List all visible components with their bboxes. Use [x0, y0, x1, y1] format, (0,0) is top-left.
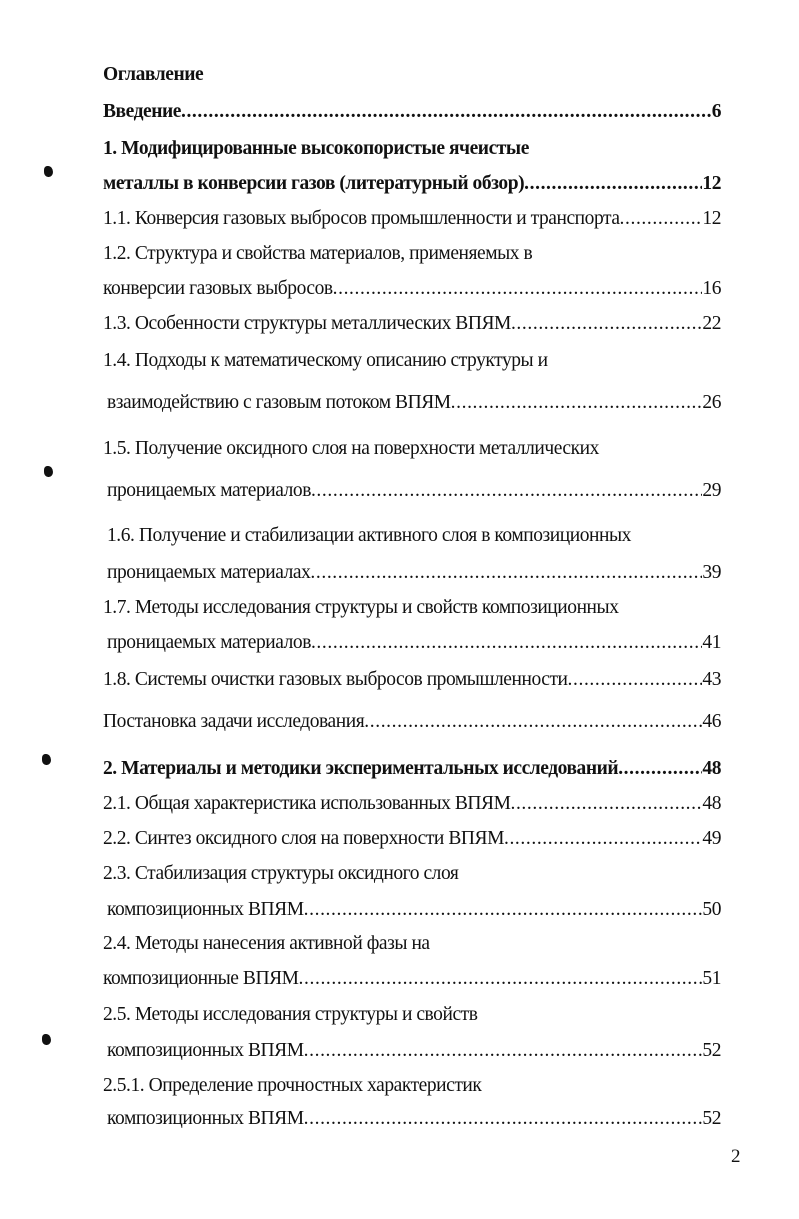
toc-entry: 1.4. Подходы к математическому описанию …	[103, 350, 721, 374]
toc-entry: 1.1. Конверсия газовых выбросов промышле…	[103, 208, 721, 232]
toc-entry-page: 41	[702, 632, 721, 653]
scan-mark	[42, 754, 51, 765]
dot-leader	[510, 793, 702, 815]
toc-entry-page: 46	[702, 711, 721, 732]
toc-entry: конверсии газовых выбросов 16	[103, 278, 721, 302]
scan-mark	[44, 466, 53, 477]
dot-leader	[504, 828, 702, 850]
toc-title-text: Оглавление	[103, 64, 204, 85]
toc-entry-text: композиционных ВПЯМ	[107, 1040, 304, 1061]
dot-leader	[511, 313, 702, 335]
toc-entry-page: 39	[702, 562, 721, 583]
toc-title: Оглавление	[103, 64, 721, 88]
toc-entry-text: 2.4. Методы нанесения активной фазы на	[103, 933, 430, 954]
dot-leader	[618, 758, 702, 780]
dot-leader	[333, 278, 703, 300]
toc-entry-text: 2. Материалы и методики экспериментальны…	[103, 758, 619, 779]
toc-entry-text: проницаемых материалах	[107, 562, 311, 583]
scan-mark	[42, 1034, 51, 1045]
toc-entry-text: 2.2. Синтез оксидного слоя на поверхност…	[103, 828, 504, 849]
toc-entry-page: 22	[702, 313, 721, 334]
toc-entry: 2.2. Синтез оксидного слоя на поверхност…	[103, 828, 721, 852]
toc-entry-text: 2.1. Общая характеристика использованных…	[103, 793, 511, 814]
toc-entry-text: 1.1. Конверсия газовых выбросов промышле…	[103, 208, 620, 229]
dot-leader	[364, 711, 702, 733]
toc-entry-page: 50	[702, 899, 721, 920]
toc-entry-text: композиционные ВПЯМ	[103, 968, 299, 989]
toc-entry: 1.7. Методы исследования структуры и сво…	[103, 597, 721, 621]
toc-entry-text: Введение	[103, 101, 181, 122]
page-number: 2	[731, 1146, 741, 1167]
toc-entry-text: Постановка задачи исследования	[103, 711, 365, 732]
toc-entry-page: 26	[702, 392, 721, 413]
toc-entry: проницаемых материалах 39	[107, 562, 721, 586]
toc-entry: металлы в конверсии газов (литературный …	[103, 173, 721, 197]
toc-entry: 2.3. Стабилизация структуры оксидного сл…	[103, 863, 721, 887]
dot-leader	[304, 899, 703, 921]
toc-entry: 2.5. Методы исследования структуры и сво…	[103, 1004, 721, 1028]
toc-entry-text: проницаемых материалов	[107, 632, 311, 653]
toc-entry-page: 51	[702, 968, 721, 989]
toc-entry-page: 52	[702, 1040, 721, 1061]
toc-entry-page: 52	[702, 1108, 721, 1129]
toc-entry-text: композиционных ВПЯМ	[107, 899, 304, 920]
toc-entry: композиционных ВПЯМ 52	[107, 1108, 721, 1132]
toc-entry-text: конверсии газовых выбросов	[103, 278, 333, 299]
dot-leader	[311, 632, 702, 654]
toc-entry-text: 1.8. Системы очистки газовых выбросов пр…	[103, 669, 568, 690]
toc-entry: композиционные ВПЯМ 51	[103, 968, 721, 992]
toc-entry: 2.5.1. Определение прочностных характери…	[103, 1075, 721, 1099]
toc-entry: 1.2. Структура и свойства материалов, пр…	[103, 243, 721, 267]
toc-entry-page: 16	[702, 278, 721, 299]
dot-leader	[620, 208, 703, 230]
toc-entry-text: 2.5.1. Определение прочностных характери…	[103, 1075, 482, 1096]
toc-entry: 2. Материалы и методики экспериментальны…	[103, 758, 721, 782]
toc-entry-page: 43	[702, 669, 721, 690]
toc-entry: 2.4. Методы нанесения активной фазы на	[103, 933, 721, 957]
scan-mark	[44, 166, 53, 177]
dot-leader	[310, 562, 702, 584]
toc-entry-page: 12	[702, 173, 721, 194]
toc-entry-text: 1.7. Методы исследования структуры и сво…	[103, 597, 619, 618]
toc-entry-page: 49	[702, 828, 721, 849]
toc-entry-text: 1.4. Подходы к математическому описанию …	[103, 350, 548, 371]
dot-leader	[311, 480, 702, 502]
toc-entry: взаимодействию с газовым потоком ВПЯМ 26	[107, 392, 721, 416]
toc-entry-text: 1. Модифицированные высокопористые ячеис…	[103, 138, 529, 159]
toc-entry-page: 6	[711, 101, 722, 122]
toc-entry-page: 48	[702, 758, 721, 779]
dot-leader	[524, 173, 702, 195]
toc-entry-text: 1.2. Структура и свойства материалов, пр…	[103, 243, 533, 264]
toc-entry: 1.6. Получение и стабилизации активного …	[107, 525, 721, 549]
dot-leader	[304, 1108, 703, 1130]
toc-entry-page: 48	[702, 793, 721, 814]
toc-entry: композиционных ВПЯМ 52	[107, 1040, 721, 1064]
toc-entry: 1.3. Особенности структуры металлических…	[103, 313, 721, 337]
toc-entry-text: проницаемых материалов	[107, 480, 311, 501]
toc-entry-page: 29	[702, 480, 721, 501]
toc-entry: 1.8. Системы очистки газовых выбросов пр…	[103, 669, 721, 693]
toc-entry: 1.5. Получение оксидного слоя на поверхн…	[103, 438, 721, 462]
dot-leader	[299, 968, 703, 990]
dot-leader	[181, 101, 712, 123]
toc-entry-text: взаимодействию с газовым потоком ВПЯМ	[107, 392, 451, 413]
dot-leader	[304, 1040, 703, 1062]
toc-entry: Введение 6	[103, 101, 721, 125]
toc-entry-text: 2.5. Методы исследования структуры и сво…	[103, 1004, 478, 1025]
toc-entry-text: 2.3. Стабилизация структуры оксидного сл…	[103, 863, 459, 884]
toc-entry: 2.1. Общая характеристика использованных…	[103, 793, 721, 817]
toc-entry: проницаемых материалов 41	[107, 632, 721, 656]
dot-leader	[451, 392, 703, 414]
toc-entry-text: 1.6. Получение и стабилизации активного …	[107, 525, 631, 546]
toc-entry: композиционных ВПЯМ 50	[107, 899, 721, 923]
dot-leader	[568, 669, 703, 691]
toc-entry-page: 12	[702, 208, 721, 229]
toc-entry-text: 1.3. Особенности структуры металлических…	[103, 313, 511, 334]
toc-entry-text: металлы в конверсии газов (литературный …	[103, 173, 525, 194]
toc-entry: 1. Модифицированные высокопористые ячеис…	[103, 138, 721, 162]
toc-entry-text: 1.5. Получение оксидного слоя на поверхн…	[103, 438, 599, 459]
toc-entry-text: композиционных ВПЯМ	[107, 1108, 304, 1129]
toc-entry: проницаемых материалов 29	[107, 480, 721, 504]
toc-entry: Постановка задачи исследования 46	[103, 711, 721, 735]
